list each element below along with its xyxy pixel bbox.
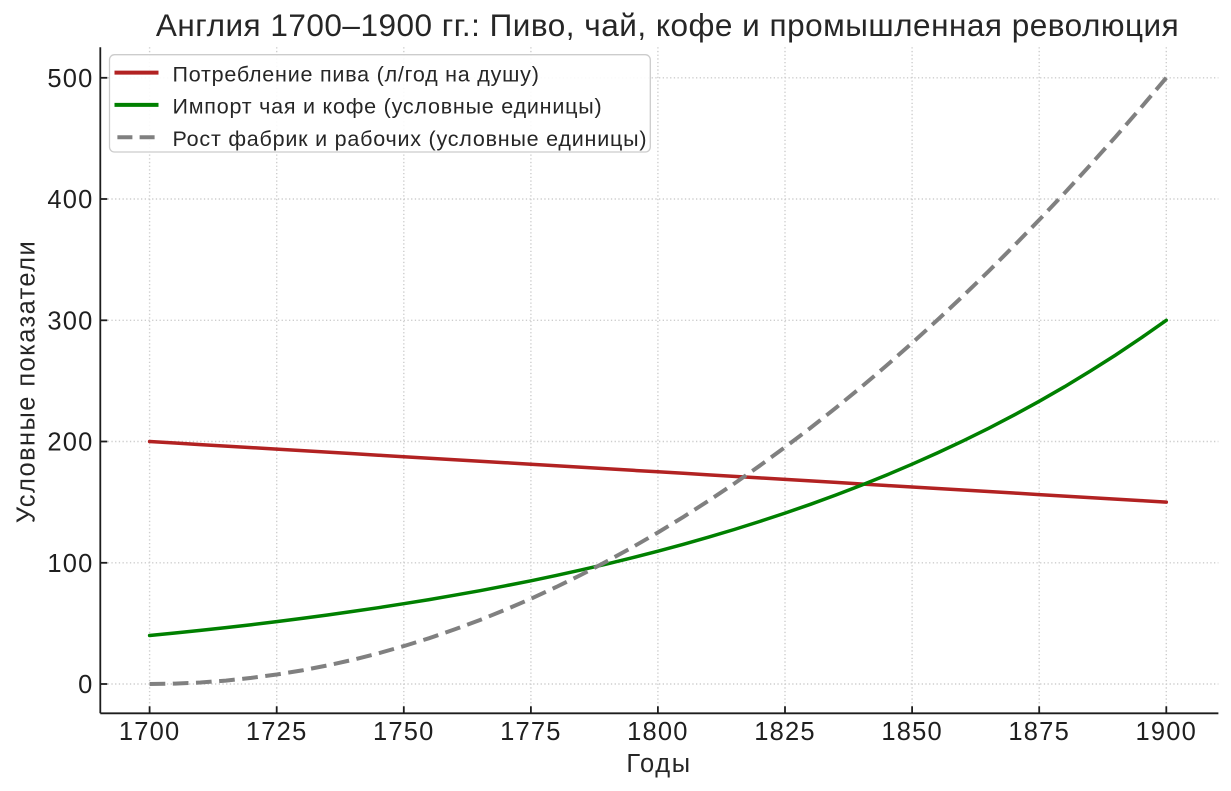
svg-text:1700: 1700 [119,718,181,746]
svg-text:1800: 1800 [627,718,689,746]
svg-text:1875: 1875 [1008,718,1070,746]
svg-text:Условные показатели: Условные показатели [13,240,41,523]
svg-text:1725: 1725 [246,718,308,746]
svg-text:100: 100 [47,550,93,578]
svg-text:1825: 1825 [754,718,816,746]
svg-text:1775: 1775 [500,718,562,746]
svg-text:Англия 1700–1900 гг.: Пиво, ча: Англия 1700–1900 гг.: Пиво, чай, кофе и … [156,7,1179,43]
svg-text:Потребление пива (л/год на душ: Потребление пива (л/год на душу) [173,62,540,86]
svg-text:200: 200 [47,429,93,457]
svg-text:400: 400 [47,186,93,214]
svg-text:500: 500 [47,65,93,93]
svg-text:1900: 1900 [1136,718,1198,746]
svg-text:Импорт чая и кофе (условные ед: Импорт чая и кофе (условные единицы) [173,95,603,119]
svg-text:Годы: Годы [626,750,691,778]
svg-text:0: 0 [78,671,93,699]
svg-text:1850: 1850 [881,718,943,746]
svg-text:1750: 1750 [373,718,435,746]
svg-text:300: 300 [47,308,93,336]
svg-text:Рост фабрик и рабочих (условны: Рост фабрик и рабочих (условные единицы) [173,127,648,151]
